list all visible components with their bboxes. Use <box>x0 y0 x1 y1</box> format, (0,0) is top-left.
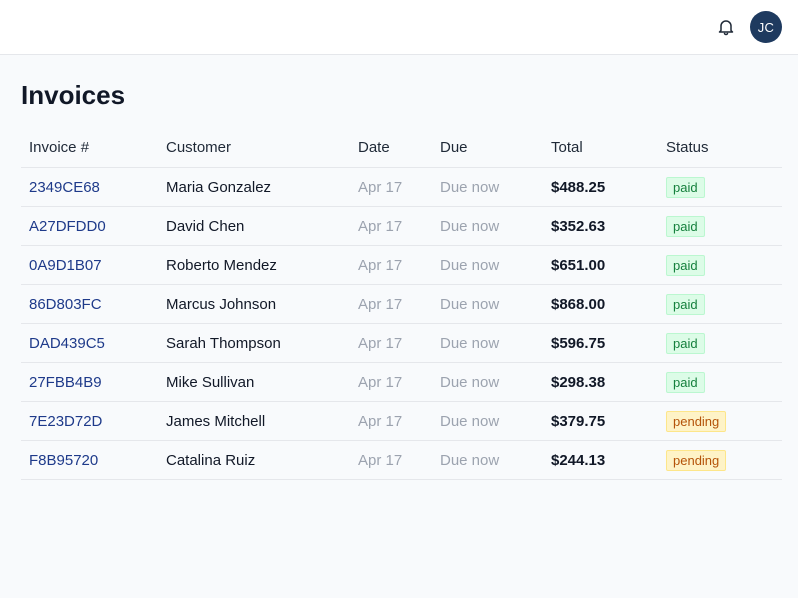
invoice-total: $244.13 <box>551 451 606 469</box>
due-status: Due now <box>440 295 500 313</box>
table-header: Invoice # Customer Date Due Total Status <box>21 128 782 168</box>
status-badge: pending <box>666 449 727 471</box>
table-row[interactable]: 0A9D1B07 Roberto Mendez Apr 17 Due now $651.… <box>21 246 782 285</box>
table-body: 2349CE68 Maria Gonzalez Apr 17 Due now $488.… <box>21 168 782 480</box>
column-header-total: Total <box>551 139 583 156</box>
column-header-due: Due <box>440 139 468 156</box>
avatar[interactable]: JC <box>750 11 782 43</box>
due-status: Due now <box>440 373 500 391</box>
status-badge: paid <box>666 371 705 393</box>
table-row[interactable]: A27DFDD0 David Chen Apr 17 Due now $352.63 pa… <box>21 207 782 246</box>
top-bar: JC <box>0 0 798 55</box>
invoice-link[interactable]: DAD439C5 <box>29 334 105 352</box>
due-status: Due now <box>440 412 500 430</box>
invoice-date: Apr 17 <box>358 295 403 313</box>
invoice-date: Apr 17 <box>358 334 403 352</box>
invoice-link[interactable]: A27DFDD0 <box>29 217 106 235</box>
invoice-total: $352.63 <box>551 217 606 235</box>
invoice-total: $298.38 <box>551 373 606 391</box>
invoices-table: Invoice # Customer Date Due Total Status… <box>21 128 782 480</box>
invoice-total: $379.75 <box>551 412 606 430</box>
due-status: Due now <box>440 178 500 196</box>
customer-name: James Mitchell <box>166 412 266 430</box>
customer-name: Roberto Mendez <box>166 256 277 274</box>
column-header-customer: Customer <box>166 139 232 156</box>
column-header-status: Status <box>666 139 709 156</box>
invoice-link[interactable]: F8B95720 <box>29 451 99 469</box>
customer-name: David Chen <box>166 217 245 235</box>
due-status: Due now <box>440 256 500 274</box>
invoice-total: $651.00 <box>551 256 606 274</box>
invoice-link[interactable]: 0A9D1B07 <box>29 256 102 274</box>
invoice-total: $596.75 <box>551 334 606 352</box>
invoice-date: Apr 17 <box>358 256 403 274</box>
invoice-link[interactable]: 7E23D72D <box>29 412 103 430</box>
customer-name: Maria Gonzalez <box>166 178 272 196</box>
status-badge: pending <box>666 410 727 432</box>
invoice-total: $868.00 <box>551 295 606 313</box>
invoice-date: Apr 17 <box>358 217 403 235</box>
invoice-link[interactable]: 2349CE68 <box>29 178 100 196</box>
invoice-date: Apr 17 <box>358 451 403 469</box>
column-header-date: Date <box>358 139 390 156</box>
due-status: Due now <box>440 334 500 352</box>
table-row[interactable]: F8B95720 Catalina Ruiz Apr 17 Due now $244.1… <box>21 441 782 480</box>
status-badge: paid <box>666 254 705 276</box>
invoice-link[interactable]: 86D803FC <box>29 295 102 313</box>
due-status: Due now <box>440 217 500 235</box>
customer-name: Catalina Ruiz <box>166 451 256 469</box>
column-header-invoice: Invoice # <box>29 139 90 156</box>
invoice-link[interactable]: 27FBB4B9 <box>29 373 102 391</box>
customer-name: Marcus Johnson <box>166 295 277 313</box>
invoice-date: Apr 17 <box>358 178 403 196</box>
customer-name: Sarah Thompson <box>166 334 281 352</box>
status-badge: paid <box>666 293 705 315</box>
status-badge: paid <box>666 332 705 354</box>
page-title: Invoices <box>21 80 126 110</box>
status-badge: paid <box>666 176 705 198</box>
customer-name: Mike Sullivan <box>166 373 255 391</box>
invoice-total: $488.25 <box>551 178 606 196</box>
status-badge: paid <box>666 215 705 237</box>
invoice-date: Apr 17 <box>358 412 403 430</box>
bell-icon[interactable] <box>716 17 736 37</box>
due-status: Due now <box>440 451 500 469</box>
table-row[interactable]: 86D803FC Marcus Johnson Apr 17 Due now $868.… <box>21 285 782 324</box>
table-row[interactable]: 2349CE68 Maria Gonzalez Apr 17 Due now $488.… <box>21 168 782 207</box>
invoice-date: Apr 17 <box>358 373 403 391</box>
table-row[interactable]: DAD439C5 Sarah Thompson Apr 17 Due now $596.… <box>21 324 782 363</box>
table-row[interactable]: 27FBB4B9 Mike Sullivan Apr 17 Due now $298.3… <box>21 363 782 402</box>
table-row[interactable]: 7E23D72D James Mitchell Apr 17 Due now $379.… <box>21 402 782 441</box>
